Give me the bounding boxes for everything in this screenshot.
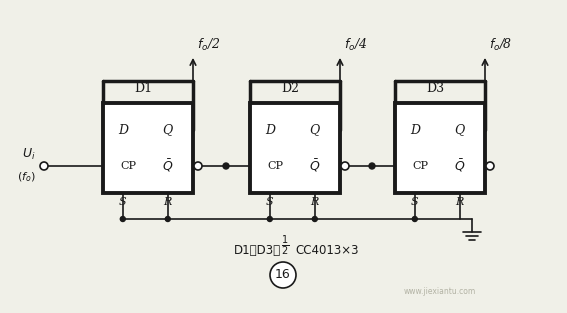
- Text: Q: Q: [163, 124, 173, 136]
- Text: Q: Q: [455, 124, 465, 136]
- Text: CP: CP: [267, 161, 283, 171]
- Circle shape: [412, 217, 417, 222]
- Text: D3: D3: [426, 82, 445, 95]
- Text: D: D: [265, 124, 275, 136]
- Text: $(f_o)$: $(f_o)$: [17, 170, 36, 184]
- Circle shape: [369, 163, 375, 169]
- Text: CP: CP: [412, 161, 428, 171]
- Text: www.jiexiantu.com: www.jiexiantu.com: [404, 286, 476, 295]
- Text: D1～D3：: D1～D3：: [234, 244, 281, 258]
- Text: 16: 16: [275, 269, 291, 281]
- Text: CC4013×3: CC4013×3: [295, 244, 358, 258]
- Circle shape: [40, 162, 48, 170]
- Text: $U_i$: $U_i$: [23, 147, 36, 162]
- Text: S: S: [411, 197, 418, 207]
- Text: S: S: [266, 197, 274, 207]
- Text: S: S: [119, 197, 126, 207]
- Text: R: R: [456, 197, 464, 207]
- Circle shape: [341, 162, 349, 170]
- Text: $\bar{Q}$: $\bar{Q}$: [309, 158, 320, 174]
- Circle shape: [166, 217, 170, 222]
- Text: D: D: [410, 124, 420, 136]
- Text: D2: D2: [281, 82, 299, 95]
- Text: D: D: [118, 124, 128, 136]
- Text: Q: Q: [310, 124, 320, 136]
- Bar: [395, 103, 485, 193]
- Text: D1: D1: [134, 82, 153, 95]
- Text: $f_o$/4: $f_o$/4: [344, 37, 367, 53]
- Text: R: R: [164, 197, 172, 207]
- Circle shape: [120, 217, 125, 222]
- Text: $\frac{1}{2}$: $\frac{1}{2}$: [281, 234, 289, 258]
- Circle shape: [223, 163, 229, 169]
- Circle shape: [267, 217, 272, 222]
- Bar: [103, 103, 193, 193]
- Text: CP: CP: [120, 161, 136, 171]
- Text: $\bar{Q}$: $\bar{Q}$: [454, 158, 466, 174]
- Circle shape: [486, 162, 494, 170]
- Text: $\bar{Q}$: $\bar{Q}$: [162, 158, 174, 174]
- Circle shape: [194, 162, 202, 170]
- Bar: [250, 103, 340, 193]
- Circle shape: [270, 262, 296, 288]
- Text: $f_o$/8: $f_o$/8: [489, 37, 512, 53]
- Circle shape: [312, 217, 318, 222]
- Text: R: R: [311, 197, 319, 207]
- Text: $f_o$/2: $f_o$/2: [197, 37, 221, 53]
